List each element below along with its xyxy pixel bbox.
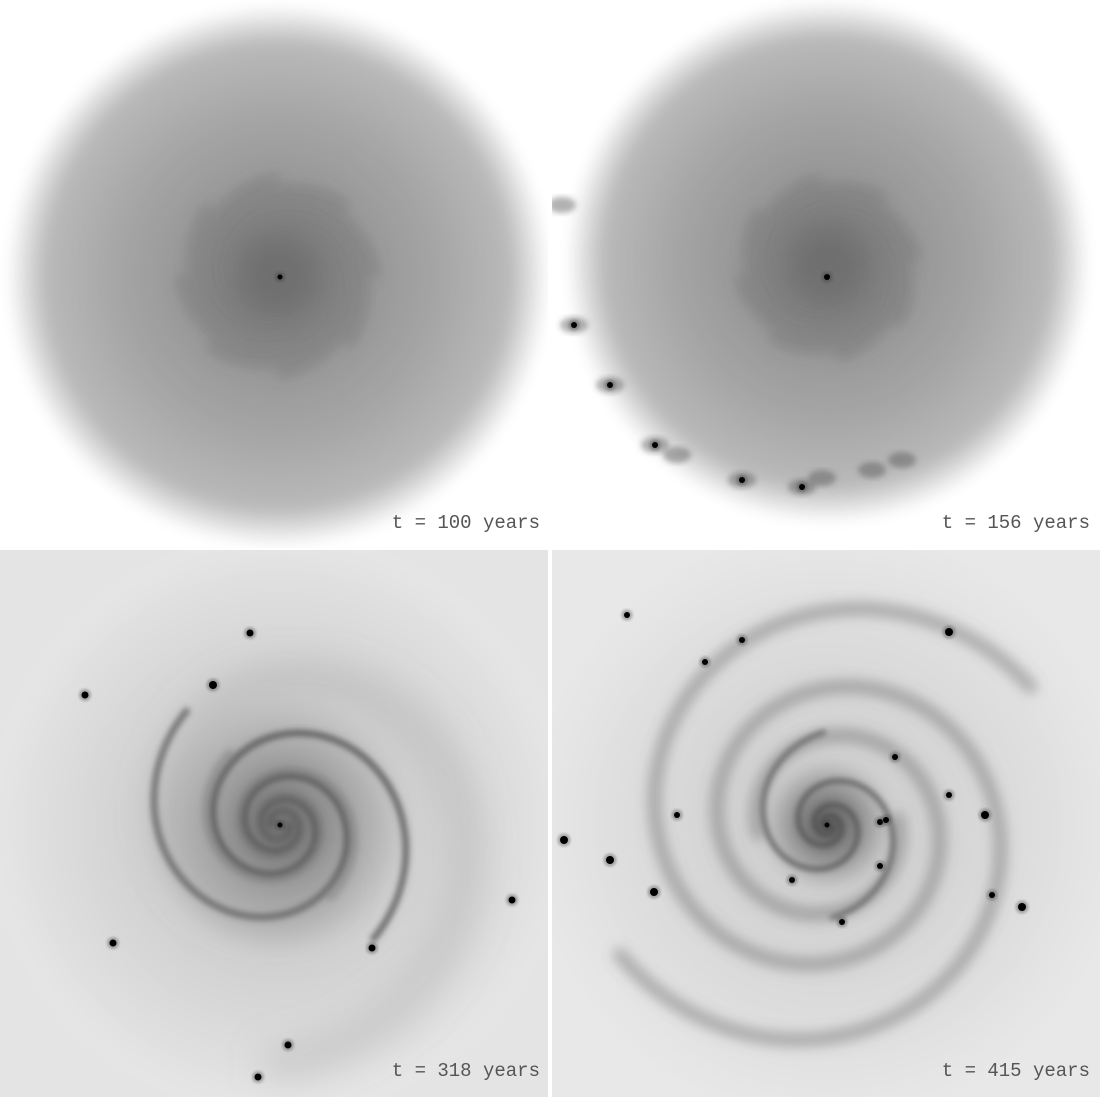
panel-label: t = 100 years [392, 512, 540, 534]
sink-particle [945, 628, 953, 636]
sink-particle [892, 754, 898, 760]
sink-particle [989, 892, 995, 898]
spiral-arm [201, 748, 325, 884]
spiral-arm [795, 778, 896, 921]
sink-particle [674, 812, 680, 818]
sink-particle [1018, 903, 1026, 911]
sink-particle [839, 919, 845, 925]
sink-particle [277, 274, 283, 280]
panel: t = 100 years [0, 0, 548, 548]
clump [808, 470, 836, 486]
sink-particle [650, 888, 658, 896]
panel-label: t = 318 years [392, 1060, 540, 1082]
spiral-arm [235, 766, 359, 902]
sink-particle [209, 681, 217, 689]
sink-particle [284, 1041, 292, 1049]
sink-particle [981, 811, 989, 819]
panel-label: t = 415 years [942, 1060, 1090, 1082]
sink-particle [571, 322, 577, 328]
spiral-arm [647, 601, 1038, 972]
spiral-arm [760, 729, 861, 872]
clump [663, 447, 691, 463]
clump [552, 197, 576, 213]
panel: t = 156 years [552, 0, 1100, 548]
spiral-arm [185, 204, 332, 347]
sink-particle [739, 477, 745, 483]
sink-particle [652, 442, 658, 448]
panel-label: t = 156 years [942, 512, 1090, 534]
sink-particle [739, 637, 745, 643]
sink-particle [607, 382, 613, 388]
sink-particle [824, 274, 830, 280]
sink-particle [246, 629, 254, 637]
sink-particle [946, 792, 952, 798]
sink-particle [109, 939, 117, 947]
panel: t = 415 years [552, 550, 1100, 1097]
panel: t = 318 years [0, 550, 548, 1097]
sink-particle [560, 836, 568, 844]
sink-particle [702, 659, 708, 665]
spiral-arm [151, 664, 483, 1079]
sink-particle [606, 856, 614, 864]
sink-particle [624, 612, 630, 618]
sink-particle [824, 822, 830, 828]
sink-particle [799, 484, 805, 490]
clump [858, 462, 886, 478]
clump [888, 452, 916, 468]
disk [0, 550, 548, 1097]
sink-particle [789, 877, 795, 883]
spiral-arm [613, 679, 1008, 1047]
sink-particle [877, 863, 883, 869]
sink-particle [883, 817, 889, 823]
spiral-arm [742, 208, 879, 334]
sink-particle [368, 944, 376, 952]
sink-particle [277, 822, 283, 828]
sink-particle [508, 896, 516, 904]
sink-particle [81, 691, 89, 699]
sink-particle [254, 1073, 262, 1081]
